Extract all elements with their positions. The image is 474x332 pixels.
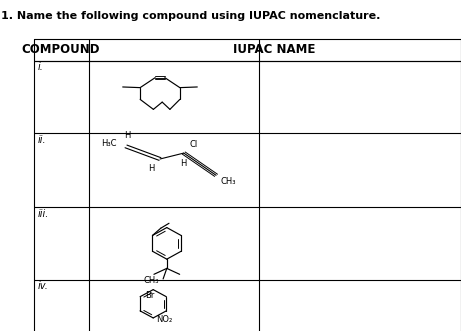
Text: Cl: Cl: [189, 140, 198, 149]
Text: i.: i.: [37, 62, 43, 72]
Text: iv.: iv.: [37, 281, 48, 291]
Text: CH₃: CH₃: [143, 276, 159, 285]
Text: 1. Name the following compound using IUPAC nomenclature.: 1. Name the following compound using IUP…: [1, 11, 381, 21]
Text: ii.: ii.: [37, 135, 46, 145]
Text: H₃C: H₃C: [101, 139, 116, 148]
Text: COMPOUND: COMPOUND: [22, 43, 100, 56]
Text: Br: Br: [145, 291, 154, 300]
Text: IUPAC NAME: IUPAC NAME: [233, 43, 316, 56]
Text: H: H: [148, 164, 155, 173]
Text: H: H: [124, 131, 130, 140]
Text: NO₂: NO₂: [156, 315, 172, 324]
Text: CH₃: CH₃: [221, 177, 236, 186]
Text: H: H: [180, 159, 186, 168]
Text: iii.: iii.: [37, 209, 48, 219]
